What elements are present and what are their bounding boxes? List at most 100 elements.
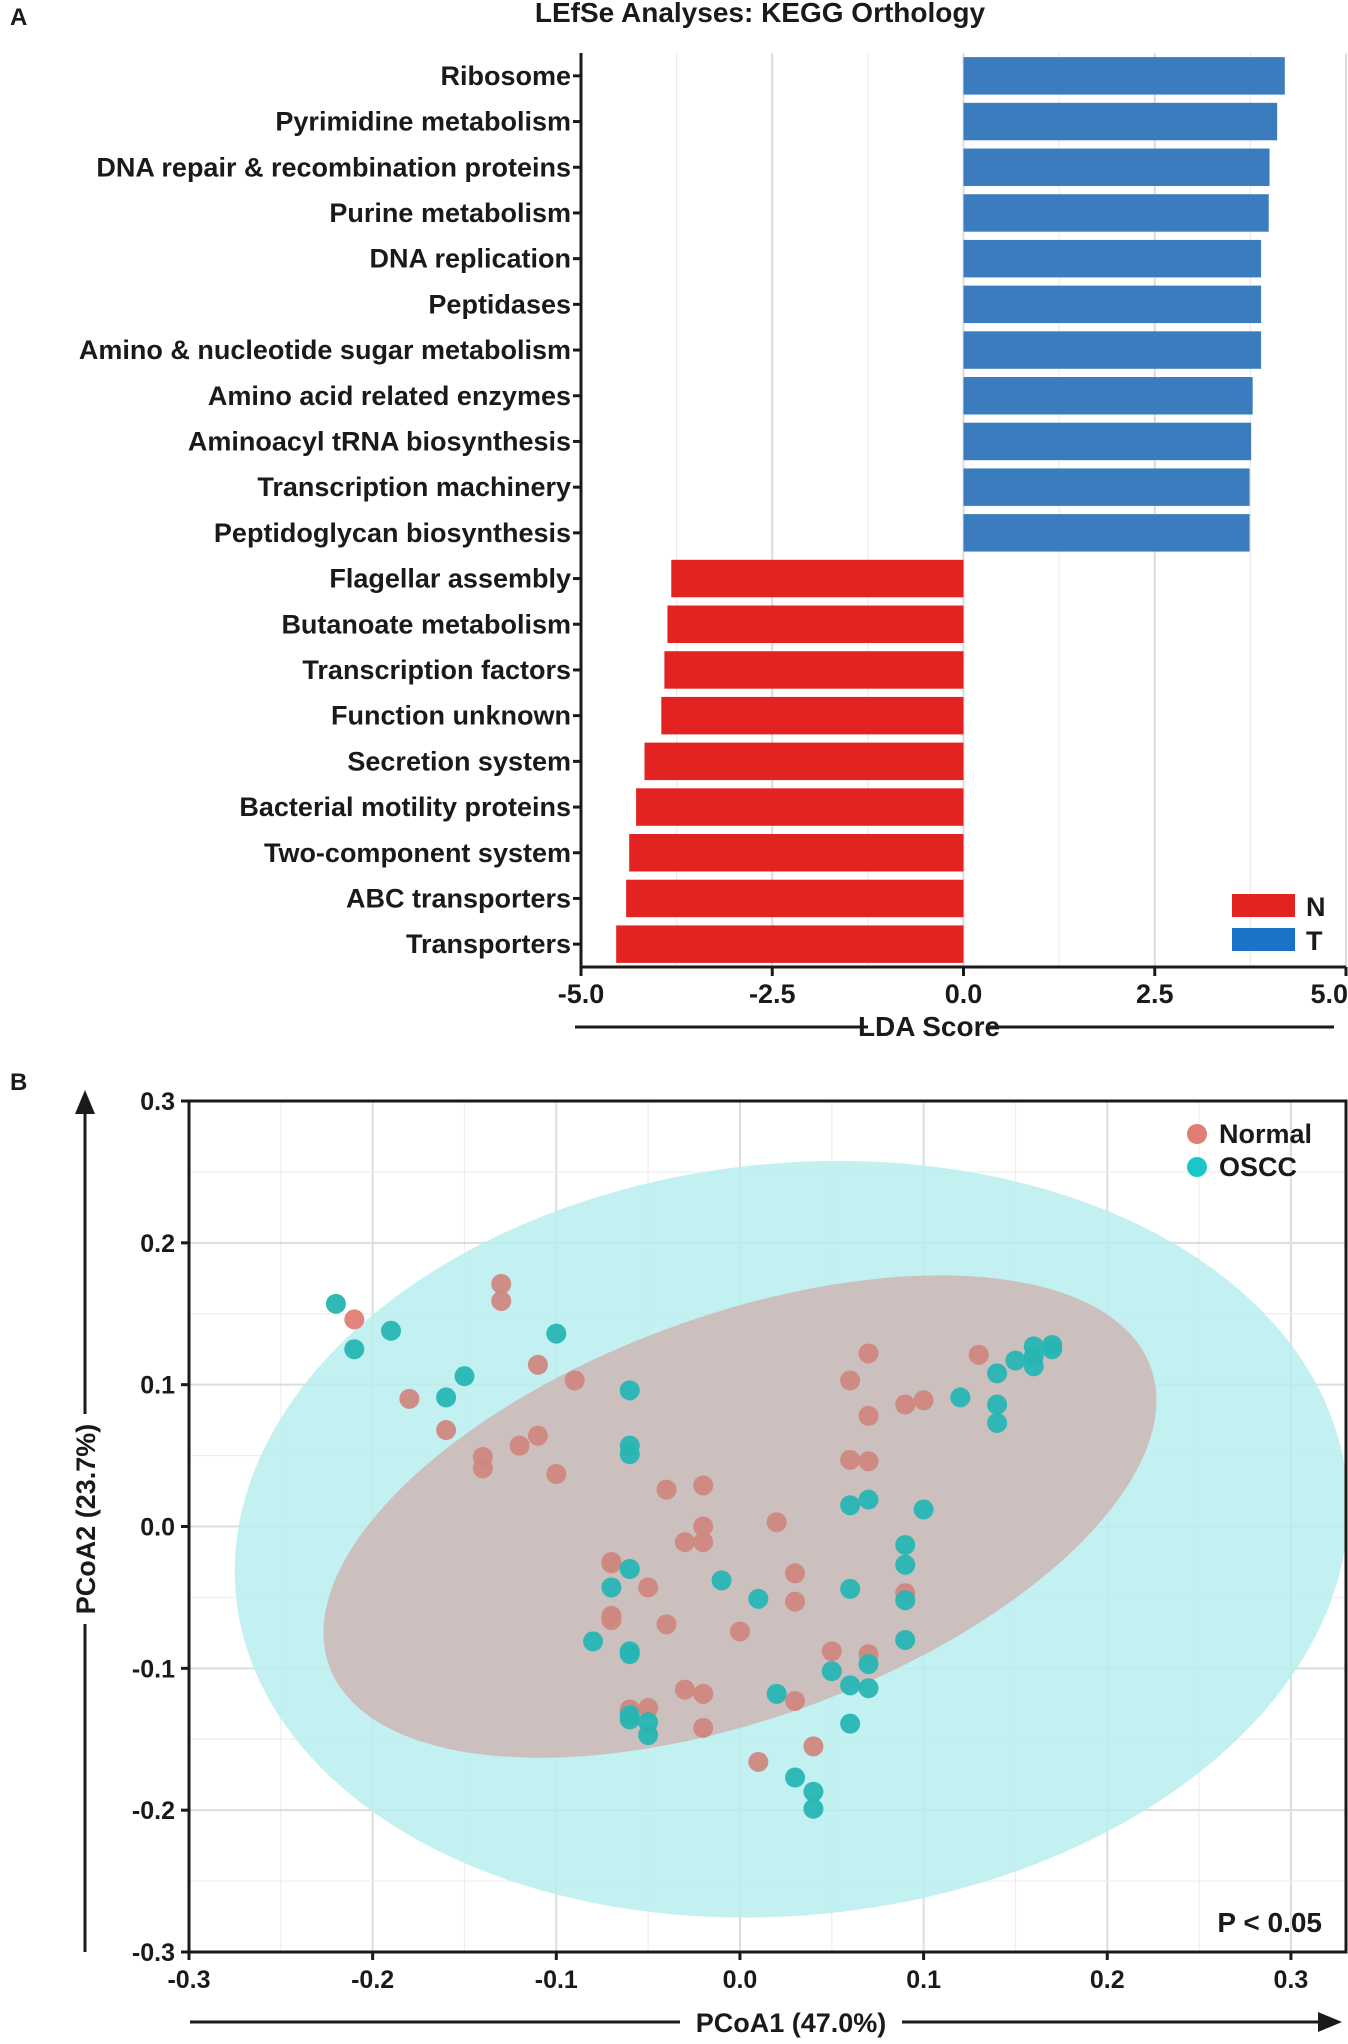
category-label-transporters: Transporters [406, 929, 571, 959]
point-normal [785, 1591, 806, 1612]
point-normal [748, 1751, 769, 1772]
point-normal [785, 1690, 806, 1711]
bar-purine-metabolism [963, 194, 1269, 232]
x-tick-label: -5.0 [558, 979, 605, 1009]
bar-abc-transporters [626, 879, 964, 918]
point-oscc [840, 1713, 861, 1734]
category-label-amino-nucleotide-sugar-metabolism: Amino & nucleotide sugar metabolism [79, 335, 571, 365]
point-normal [564, 1370, 585, 1391]
bar-ribosome [963, 57, 1285, 95]
x-tick-label: 5.0 [1310, 979, 1348, 1009]
x-tick-label: -0.1 [535, 1966, 578, 1994]
point-oscc [895, 1590, 916, 1611]
point-oscc [858, 1678, 879, 1699]
x-axis-title-group: LDA Score [575, 1011, 1334, 1042]
legend-marker-oscc [1187, 1157, 1207, 1177]
ellipse-normal [323, 1275, 1157, 1758]
point-oscc [748, 1588, 769, 1609]
point-oscc [987, 1363, 1008, 1384]
axes [573, 53, 1348, 976]
point-normal [785, 1563, 806, 1584]
category-label-aminoacyl-trna-biosynthesis: Aminoacyl tRNA biosynthesis [188, 426, 571, 456]
point-oscc [840, 1495, 861, 1516]
legend-label-n: N [1306, 892, 1326, 922]
category-label-butanoate-metabolism: Butanoate metabolism [281, 609, 571, 639]
point-normal [858, 1451, 879, 1472]
point-normal [601, 1553, 622, 1574]
point-normal [491, 1273, 512, 1294]
category-label-bacterial-motility-proteins: Bacterial motility proteins [239, 792, 571, 822]
x-axis-arrowhead [1318, 2012, 1342, 2032]
point-normal [656, 1614, 677, 1635]
category-label-function-unknown: Function unknown [331, 701, 571, 731]
legend-label-normal: Normal [1219, 1119, 1312, 1149]
point-oscc [1023, 1356, 1044, 1377]
y-tick-label: 0.1 [140, 1372, 175, 1400]
point-normal [674, 1679, 695, 1700]
point-oscc [803, 1781, 824, 1802]
category-label-secretion-system: Secretion system [347, 746, 571, 776]
legend: N T [1232, 892, 1326, 956]
point-normal [638, 1577, 659, 1598]
point-normal [527, 1425, 548, 1446]
point-oscc [803, 1798, 824, 1819]
y-tick-label: 0.3 [140, 1088, 175, 1116]
point-oscc [601, 1577, 622, 1598]
bar-flagellar-assembly [671, 559, 964, 598]
point-normal [693, 1717, 714, 1738]
point-normal [693, 1683, 714, 1704]
ellipse-overlap-shade [323, 1275, 1157, 1758]
data-points [325, 1273, 1063, 1819]
point-normal [821, 1641, 842, 1662]
x-tick-label: 0.1 [906, 1966, 941, 1994]
y-axis-title-group: PCoA2 (23.7%) [71, 1090, 101, 1952]
point-oscc [344, 1339, 365, 1360]
bar-function-unknown [661, 696, 964, 735]
legend-marker-normal [1187, 1124, 1207, 1144]
bar-two-component-system [629, 834, 964, 872]
point-normal [638, 1698, 659, 1719]
point-oscc [950, 1387, 971, 1408]
y-tick-label: 0.0 [140, 1514, 175, 1542]
bar-transporters [616, 925, 964, 963]
point-normal [656, 1479, 677, 1500]
axis-ticks: -0.3 -0.2 -0.1 0.0 0.1 0.2 0.3 -0.3 -0.2 -0.1 0.0 0… [132, 1088, 1308, 1994]
category-labels: Ribosome Pyrimidine metabolism DNA repair … [79, 61, 571, 959]
point-oscc [858, 1489, 879, 1510]
point-oscc [619, 1644, 640, 1665]
x-tick-labels: -5.0 -2.5 0.0 2.5 5.0 [558, 979, 1348, 1009]
point-oscc [583, 1631, 604, 1652]
point-oscc [436, 1387, 457, 1408]
point-oscc [913, 1499, 934, 1520]
point-normal [840, 1449, 861, 1470]
point-oscc [895, 1629, 916, 1650]
point-oscc [619, 1435, 640, 1456]
category-label-amino-acid-related-enzymes: Amino acid related enzymes [208, 381, 571, 411]
x-tick-label: -2.5 [749, 979, 796, 1009]
bar-amino-nucleotide-sugar-metabolism [963, 331, 1262, 369]
panel-label-b: B [10, 1069, 27, 1096]
point-oscc [325, 1293, 346, 1314]
point-oscc [895, 1554, 916, 1575]
legend-swatch-t [1232, 928, 1295, 951]
point-oscc [987, 1412, 1008, 1433]
x-tick-label: -0.2 [351, 1966, 394, 1994]
point-normal [693, 1532, 714, 1553]
bar-transcription-machinery [963, 468, 1250, 506]
point-normal [693, 1516, 714, 1537]
x-tick-label: 0.3 [1274, 1966, 1309, 1994]
panel-label-a: A [10, 4, 27, 31]
y-tick-label: -0.1 [132, 1655, 175, 1683]
point-normal [968, 1344, 989, 1365]
bar-peptidoglycan-biosynthesis [963, 514, 1250, 552]
point-oscc [638, 1724, 659, 1745]
x-tick-label: 0.0 [945, 979, 983, 1009]
p-value-annotation: P < 0.05 [1217, 1907, 1322, 1938]
bar-amino-acid-related-enzymes [963, 377, 1253, 415]
y-axis-arrowhead [75, 1090, 95, 1114]
point-normal [399, 1388, 420, 1409]
point-normal [601, 1610, 622, 1631]
x-tick-label: 2.5 [1136, 979, 1174, 1009]
